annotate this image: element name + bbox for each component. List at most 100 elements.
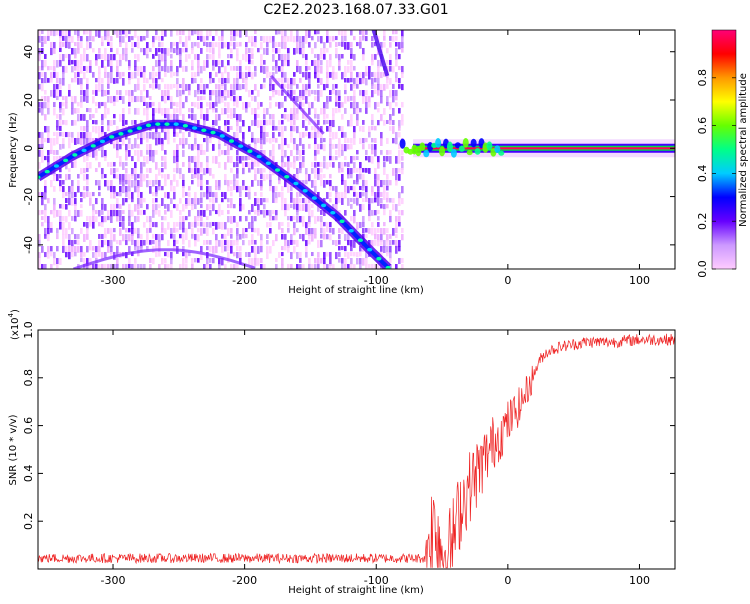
heatmap-cell bbox=[197, 144, 200, 151]
heatmap-cell bbox=[317, 252, 320, 258]
heatmap-cell bbox=[245, 102, 248, 110]
heatmap-cell bbox=[299, 264, 302, 269]
heatmap-cell bbox=[41, 156, 44, 163]
heatmap-cell bbox=[320, 54, 323, 60]
heatmap-cell bbox=[308, 258, 311, 266]
heatmap-cell bbox=[128, 78, 131, 85]
flat-tone-entry-blob bbox=[419, 142, 426, 151]
heatmap-cell bbox=[311, 132, 314, 139]
heatmap-cell bbox=[341, 228, 344, 235]
heatmap-cell bbox=[224, 180, 227, 186]
heatmap-cell bbox=[107, 120, 110, 126]
heatmap-cell bbox=[269, 168, 272, 174]
heatmap-cell bbox=[257, 168, 260, 174]
heatmap-cell bbox=[122, 30, 125, 35]
heatmap-cell bbox=[326, 126, 329, 132]
heatmap-cell bbox=[146, 48, 149, 56]
heatmap-cell bbox=[359, 246, 362, 252]
heatmap-cell bbox=[356, 192, 359, 200]
heatmap-cell bbox=[125, 192, 128, 198]
heatmap-cell bbox=[107, 78, 110, 85]
heatmap-cell bbox=[299, 102, 302, 109]
heatmap-cell bbox=[107, 72, 110, 78]
heatmap-cell bbox=[341, 192, 344, 199]
heatmap-cell bbox=[338, 96, 341, 102]
heatmap-cell bbox=[332, 120, 335, 128]
heatmap-cell bbox=[149, 72, 152, 80]
heatmap-cell bbox=[380, 192, 383, 197]
heatmap-cell bbox=[65, 66, 68, 73]
heatmap-cell bbox=[47, 108, 50, 115]
heatmap-cell bbox=[206, 102, 209, 107]
heatmap-cell bbox=[266, 120, 269, 126]
heatmap-cell bbox=[326, 114, 329, 119]
heatmap-cell bbox=[341, 150, 344, 156]
heatmap-cell bbox=[287, 186, 290, 193]
multiplier-exp: 4 bbox=[7, 312, 15, 317]
heatmap-cell bbox=[260, 138, 263, 145]
heatmap-cell bbox=[53, 72, 56, 78]
heatmap-cell bbox=[212, 66, 215, 71]
heatmap-cell bbox=[110, 216, 113, 224]
heatmap-cell bbox=[347, 198, 350, 206]
heatmap-cell bbox=[116, 210, 119, 217]
heatmap-cell bbox=[344, 234, 347, 241]
heatmap-cell bbox=[41, 108, 44, 116]
heatmap-cell bbox=[218, 66, 221, 74]
heatmap-cell bbox=[317, 96, 320, 102]
heatmap-cell bbox=[359, 126, 362, 132]
heatmap-cell bbox=[401, 48, 404, 53]
heatmap-cell bbox=[191, 180, 194, 185]
heatmap-cell bbox=[398, 198, 401, 206]
heatmap-cell bbox=[197, 234, 200, 242]
heatmap-cell bbox=[353, 84, 356, 89]
heatmap-cell bbox=[215, 222, 218, 230]
heatmap-cell bbox=[116, 78, 119, 84]
heatmap-cell bbox=[176, 222, 179, 227]
heatmap-cell bbox=[173, 72, 176, 77]
heatmap-cell bbox=[185, 138, 188, 145]
heatmap-cell bbox=[134, 162, 137, 169]
heatmap-cell bbox=[47, 162, 50, 169]
heatmap-cell bbox=[203, 228, 206, 234]
heatmap-cell bbox=[107, 186, 110, 191]
heatmap-cell bbox=[293, 96, 296, 101]
heatmap-cell bbox=[272, 36, 275, 42]
heatmap-cell bbox=[80, 114, 83, 121]
heatmap-cell bbox=[80, 258, 83, 263]
heatmap-cell bbox=[332, 240, 335, 245]
y-tick-label: 40 bbox=[22, 45, 35, 59]
heatmap-cell bbox=[245, 192, 248, 198]
snr-x-ticks: -300 -200 -100 0 100 bbox=[101, 330, 650, 587]
heatmap-cell bbox=[98, 264, 101, 269]
heatmap-cell bbox=[386, 198, 389, 203]
heatmap-cell bbox=[140, 120, 143, 125]
heatmap-cell bbox=[68, 54, 71, 61]
heatmap-cell bbox=[326, 96, 329, 104]
heatmap-cell bbox=[125, 162, 128, 167]
heatmap-cell bbox=[386, 60, 389, 65]
heatmap-cell bbox=[83, 138, 86, 145]
heatmap-cell bbox=[371, 72, 374, 78]
heatmap-cell bbox=[200, 36, 203, 42]
heatmap-cell bbox=[293, 126, 296, 132]
heatmap-cell bbox=[164, 126, 167, 133]
heatmap-cell bbox=[182, 180, 185, 188]
heatmap-cell bbox=[353, 192, 356, 197]
heatmap-cell bbox=[65, 96, 68, 103]
heatmap-cell bbox=[350, 252, 353, 257]
heatmap-cell bbox=[293, 138, 296, 145]
heatmap-cell bbox=[158, 264, 161, 269]
heatmap-cell bbox=[77, 60, 80, 68]
heatmap-cell bbox=[113, 210, 116, 217]
heatmap-cell bbox=[374, 264, 377, 269]
heatmap-cell bbox=[365, 156, 368, 161]
heatmap-cell bbox=[182, 216, 185, 223]
heatmap-cell bbox=[329, 234, 332, 241]
heatmap-cell bbox=[41, 264, 44, 269]
heatmap-cell bbox=[53, 90, 56, 98]
heatmap-cell bbox=[314, 234, 317, 239]
heatmap-cell bbox=[347, 60, 350, 65]
heatmap-cell bbox=[155, 138, 158, 146]
heatmap-cell bbox=[254, 216, 257, 222]
